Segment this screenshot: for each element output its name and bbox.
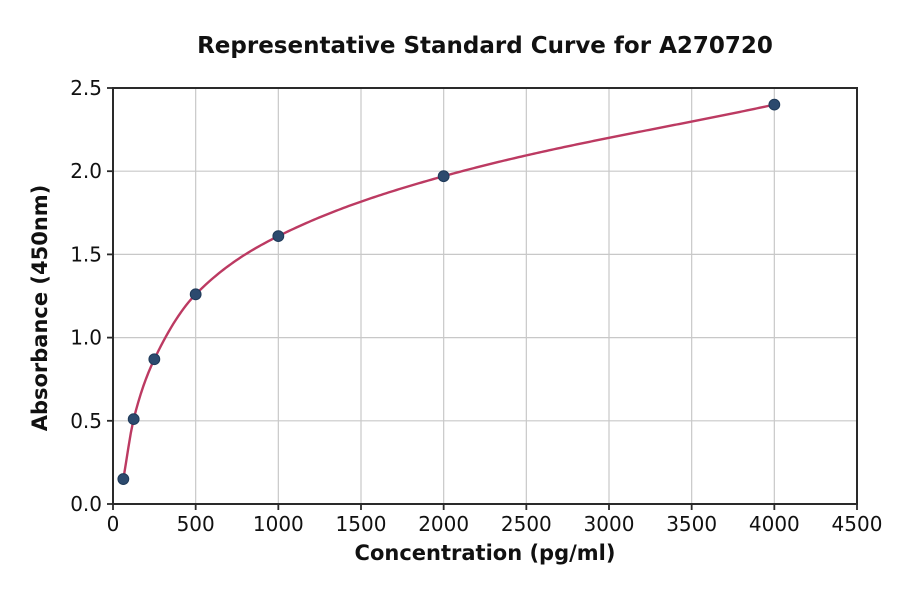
y-tick-label: 0.0 [70,492,102,516]
y-tick-label: 2.0 [70,159,102,183]
y-tick-label: 1.5 [70,242,102,266]
data-point [437,170,450,183]
x-tick-label: 1000 [253,512,304,536]
x-tick-label: 1500 [336,512,387,536]
x-tick-label: 4000 [749,512,800,536]
x-tick-label: 500 [177,512,215,536]
y-tick-label: 0.5 [70,409,102,433]
data-point [117,473,130,485]
data-point [272,230,285,242]
x-tick-label: 3000 [584,512,635,536]
y-tick-label: 2.5 [70,76,102,100]
x-tick-label: 3500 [666,512,717,536]
data-point [768,98,781,111]
data-point [127,413,140,426]
y-axis-label: Absorbance (450nm) [28,184,52,432]
x-tick-label: 2000 [418,512,469,536]
fitted-curve [122,103,776,481]
plot-frame [112,87,858,505]
x-tick-label: 4500 [832,512,883,536]
x-tick-label: 2500 [501,512,552,536]
y-tick-label: 1.0 [70,326,102,350]
data-point [148,353,161,366]
data-point [189,288,202,301]
x-axis-label: Concentration (pg/ml) [354,541,616,565]
chart-title: Representative Standard Curve for A27072… [197,33,773,59]
x-tick-label: 0 [107,512,120,536]
